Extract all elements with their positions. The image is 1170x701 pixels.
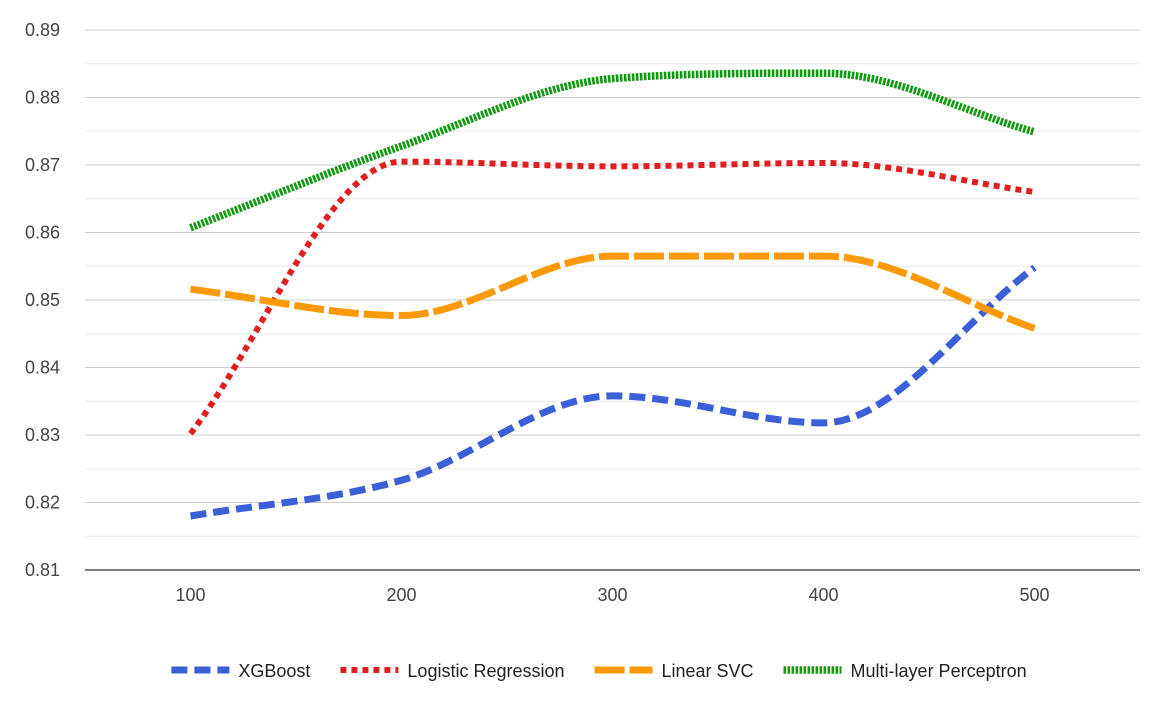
legend-item-logistic-regression: Logistic Regression [340, 661, 565, 681]
legend-item-linear-svc: Linear SVC [594, 661, 754, 681]
legend-item-multi-layer-perceptron: Multi-layer Perceptron [783, 661, 1027, 681]
y-tick-label: 0.86 [25, 223, 60, 243]
y-tick-label: 0.84 [25, 358, 60, 378]
y-tick-label: 0.83 [25, 425, 60, 445]
legend: XGBoost Logistic Regression Linear SVC Mult… [171, 661, 1027, 681]
gridlines [85, 29, 1140, 537]
y-tick-label: 0.82 [25, 493, 60, 513]
series-line-logistic-regression [188, 158, 1035, 436]
x-tick-label: 200 [386, 585, 416, 605]
series-line-multi-layer-perceptron [189, 69, 1036, 232]
legend-label: Linear SVC [662, 661, 754, 681]
x-tick-label: 300 [597, 585, 627, 605]
legend-item-xgboost: XGBoost [171, 661, 310, 681]
y-tick-label: 0.81 [25, 560, 60, 580]
axes: 0.81 0.82 0.83 0.84 0.85 0.86 0.87 0.88 0.89 100 2… [25, 20, 1140, 605]
x-tick-label: 100 [175, 585, 205, 605]
series-line-xgboost [189, 264, 1037, 520]
y-tick-label: 0.89 [25, 20, 60, 40]
y-tick-label: 0.85 [25, 290, 60, 310]
y-tick-label: 0.88 [25, 88, 60, 108]
legend-label: Multi-layer Perceptron [851, 661, 1027, 681]
series-lines [188, 69, 1037, 520]
x-tick-label: 500 [1019, 585, 1049, 605]
y-tick-label: 0.87 [25, 155, 60, 175]
legend-label: XGBoost [238, 661, 310, 681]
series-line-linear-svc [190, 252, 1036, 332]
legend-label: Logistic Regression [407, 661, 564, 681]
x-tick-label: 400 [808, 585, 838, 605]
